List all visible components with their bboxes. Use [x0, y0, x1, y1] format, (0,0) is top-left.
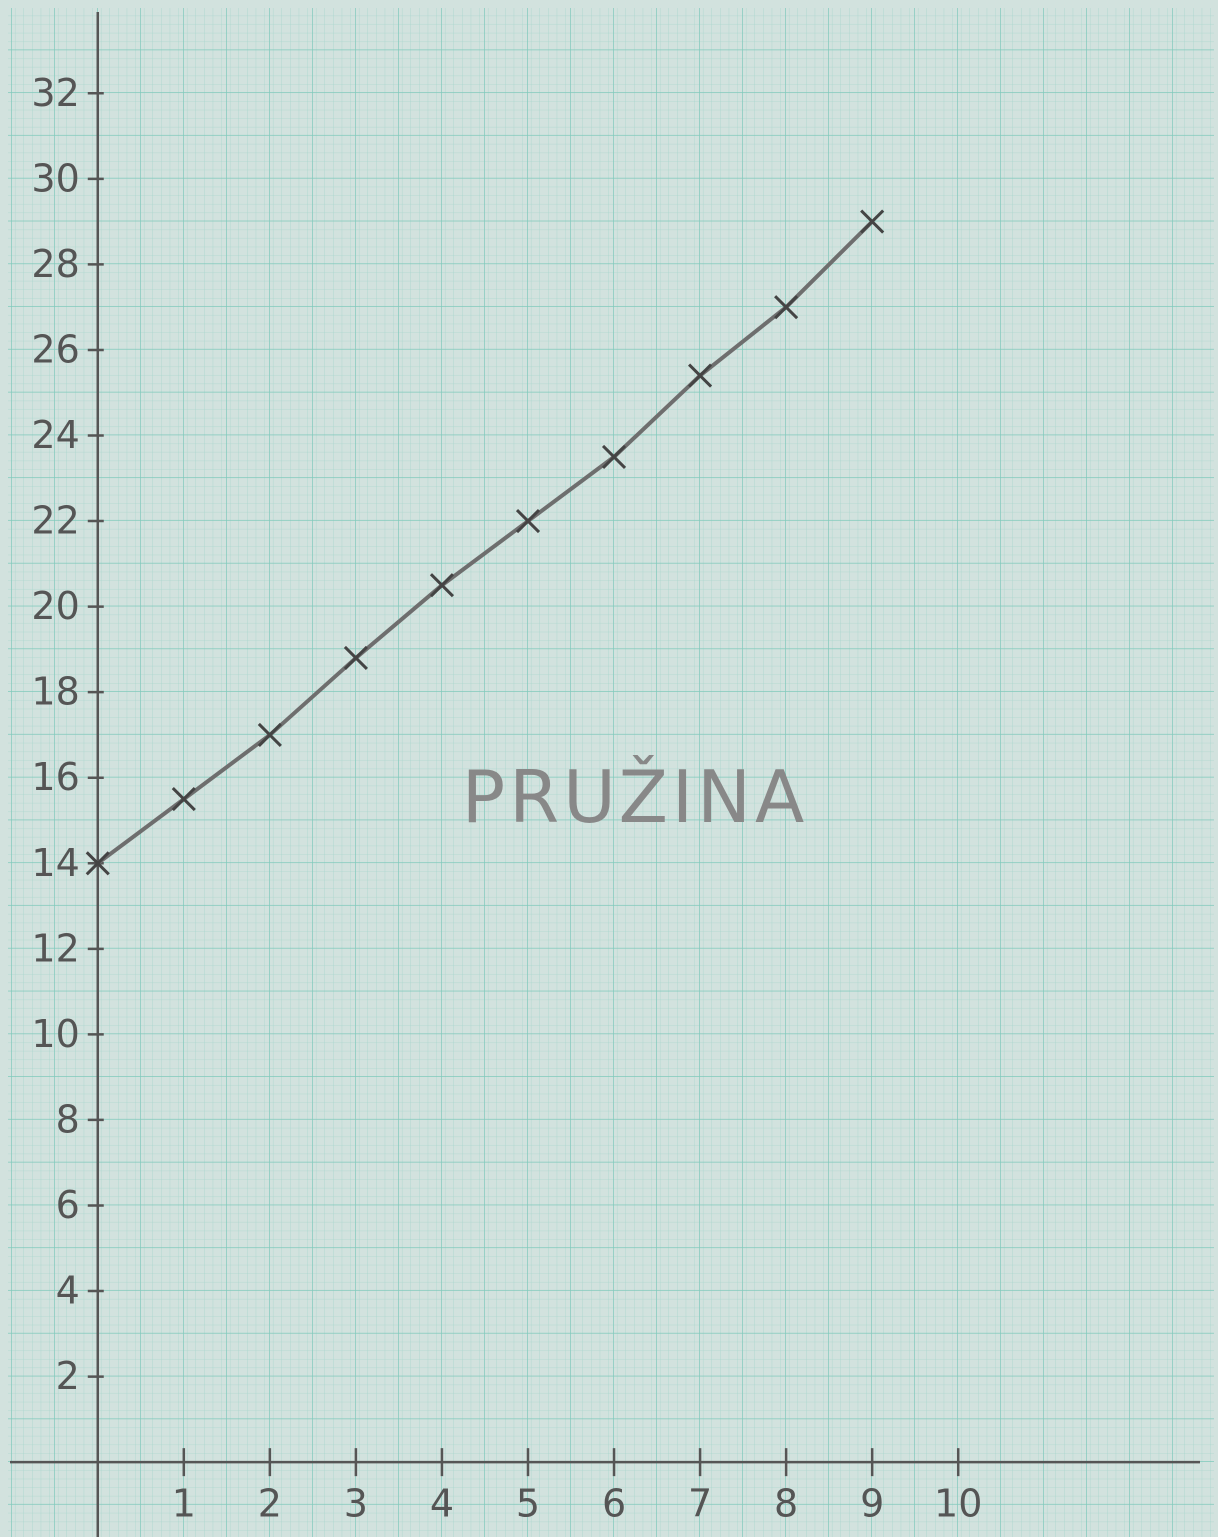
y-tick-label: 10	[31, 1012, 79, 1056]
y-tick-label: 24	[31, 413, 79, 457]
x-tick-label: 1	[172, 1482, 196, 1526]
y-tick-label: 20	[31, 584, 79, 628]
y-tick-label: 28	[31, 242, 79, 286]
y-tick-label: 2	[56, 1354, 80, 1398]
x-tick-label: 5	[516, 1482, 540, 1526]
x-tick-label: 3	[344, 1482, 368, 1526]
page: PRUŽINA 24681012141618202224262830321234…	[0, 0, 1218, 1537]
x-tick-label: 4	[430, 1482, 454, 1526]
x-tick-label: 6	[602, 1482, 626, 1526]
y-tick-label: 22	[31, 499, 79, 543]
y-tick-label: 32	[31, 71, 79, 115]
y-tick-label: 14	[31, 841, 79, 885]
y-tick-label: 4	[56, 1269, 80, 1313]
y-tick-label: 30	[31, 156, 79, 200]
chart-title: PRUŽINA	[462, 755, 809, 839]
x-tick-label: 9	[860, 1482, 884, 1526]
y-tick-label: 26	[31, 327, 79, 371]
chart: PRUŽINA 24681012141618202224262830321234…	[0, 0, 1218, 1537]
y-tick-label: 12	[31, 926, 79, 970]
y-tick-label: 16	[31, 755, 79, 799]
x-tick-label: 8	[774, 1482, 798, 1526]
x-tick-label: 2	[258, 1482, 282, 1526]
y-tick-label: 8	[56, 1097, 80, 1141]
y-tick-label: 6	[56, 1183, 80, 1227]
x-tick-label: 10	[934, 1482, 982, 1526]
x-tick-label: 7	[688, 1482, 712, 1526]
y-tick-label: 18	[31, 670, 79, 714]
